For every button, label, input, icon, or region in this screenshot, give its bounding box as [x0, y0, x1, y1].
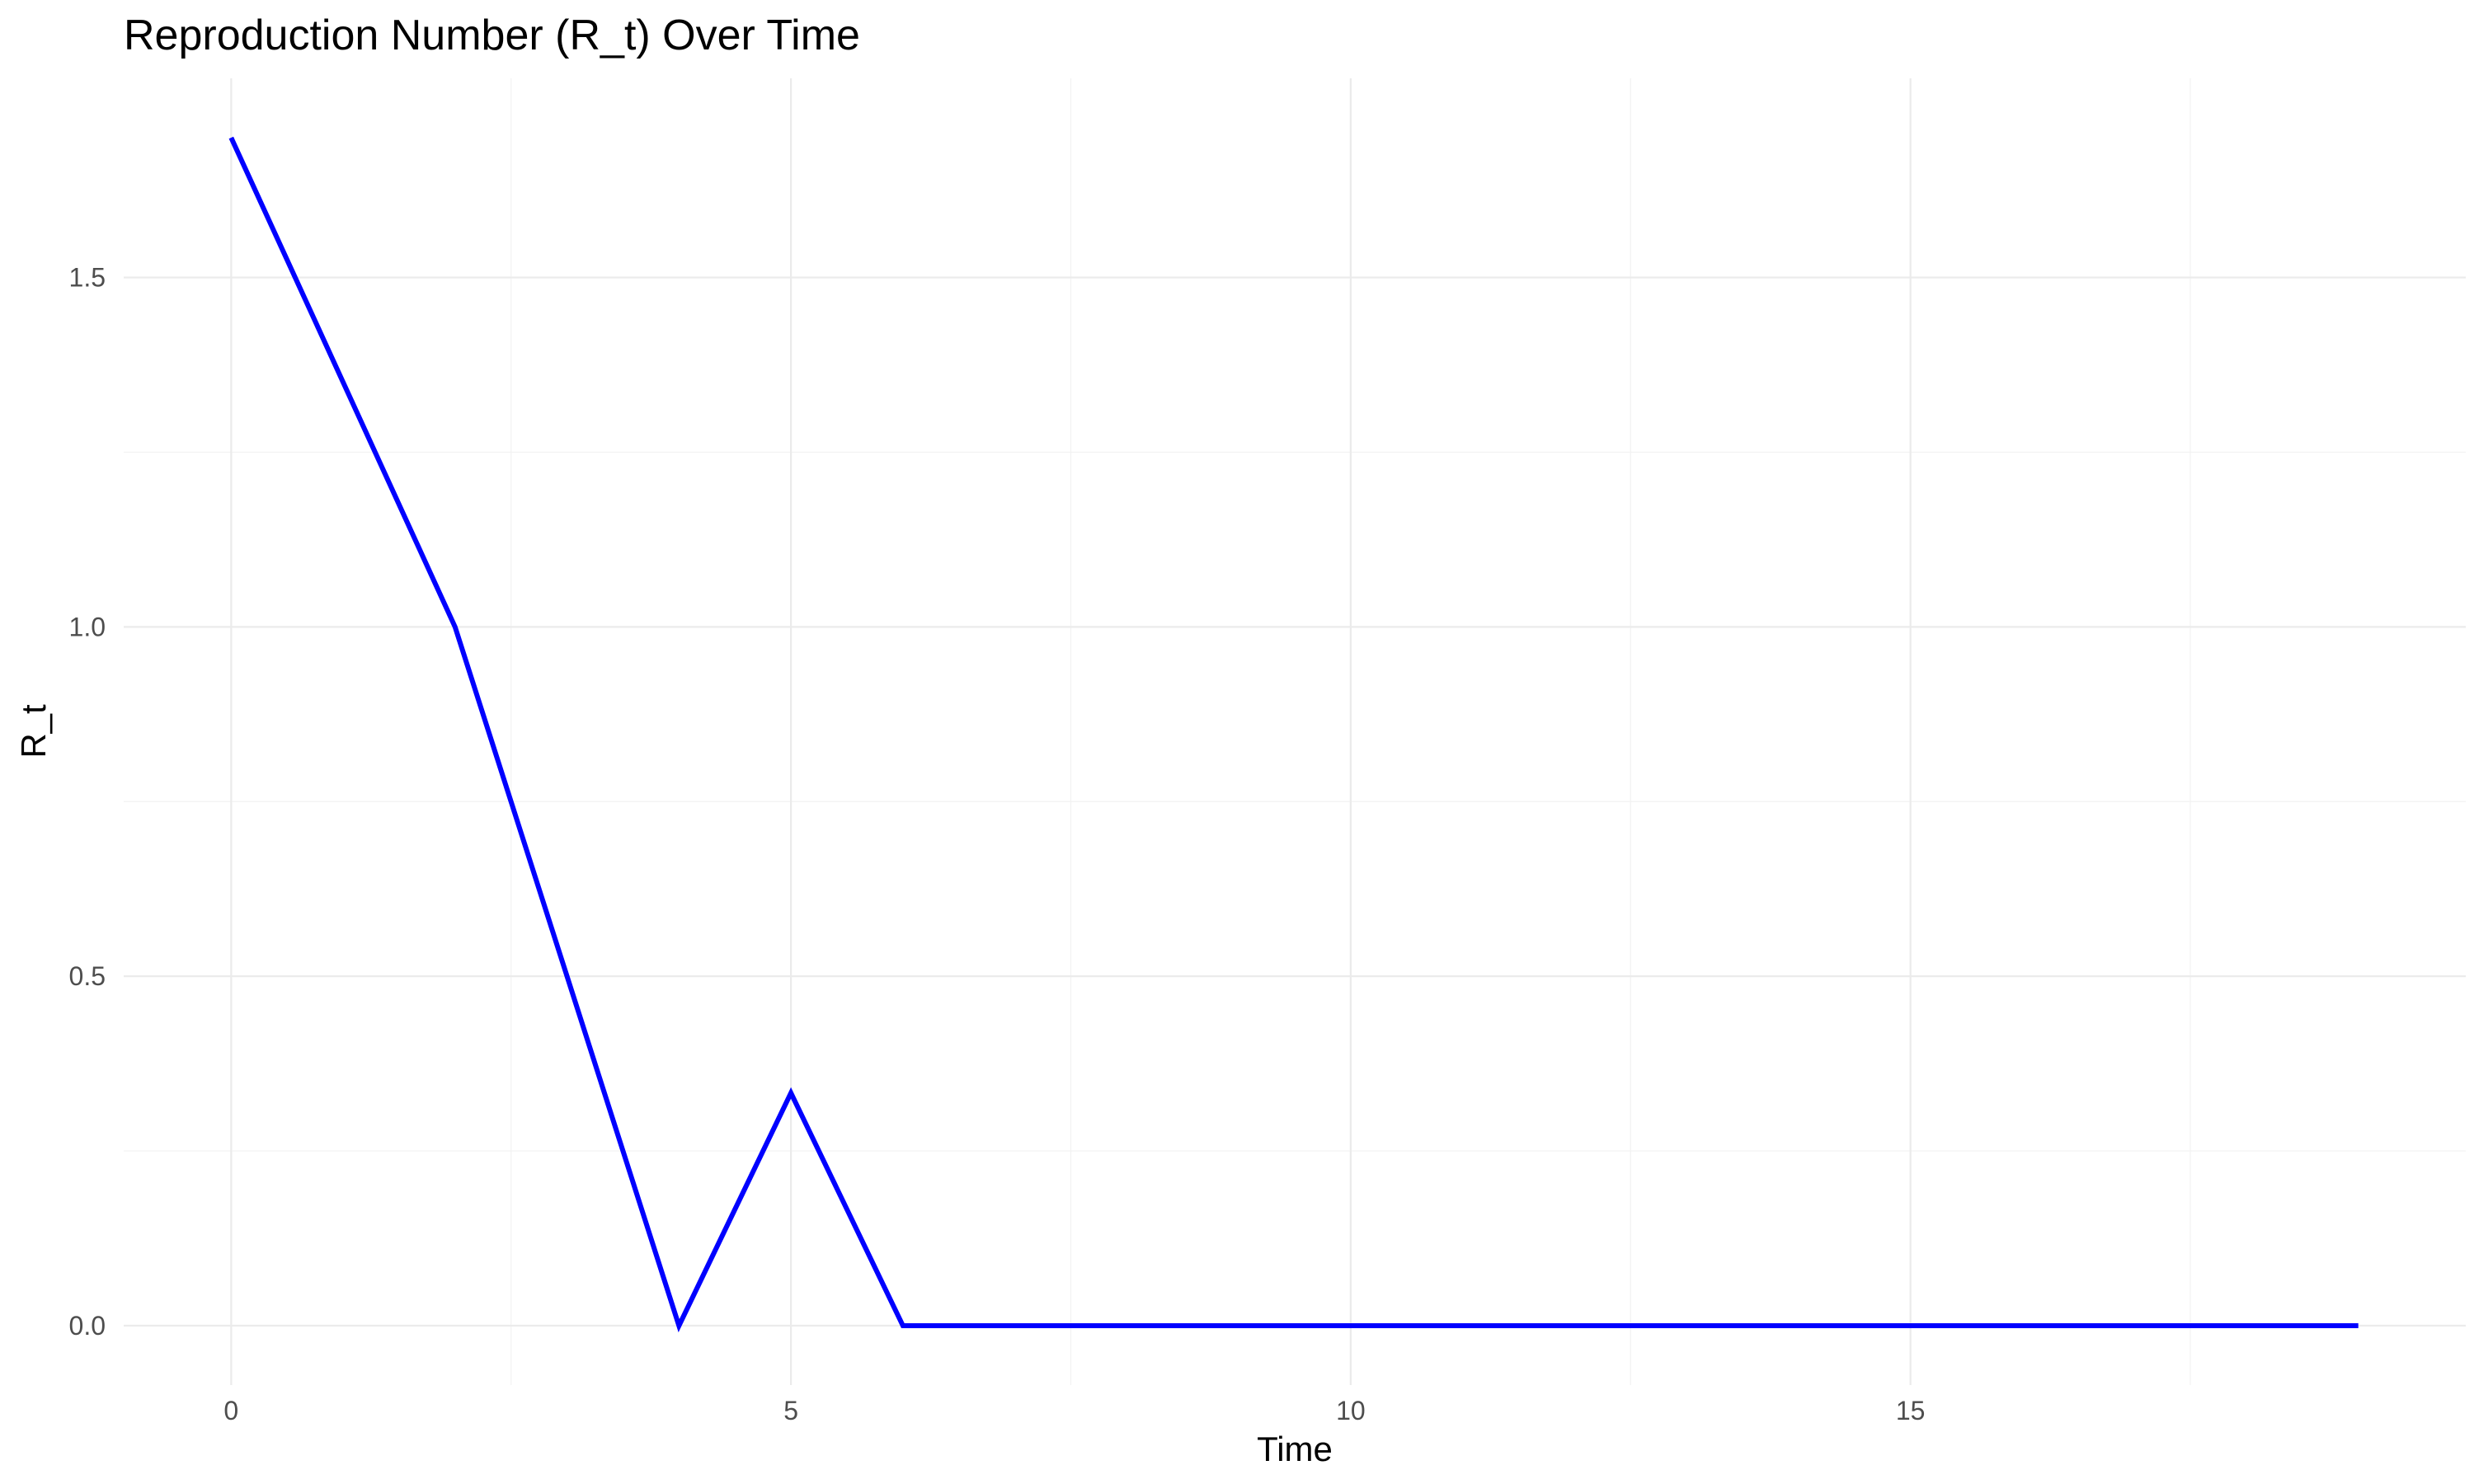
x-tick-label: 10 — [1336, 1396, 1366, 1425]
x-tick-label: 5 — [783, 1396, 798, 1425]
series-line — [228, 136, 2359, 1333]
chart-title: Reproduction Number (R_t) Over Time — [124, 12, 860, 59]
y-axis-title: R_t — [14, 704, 53, 758]
x-axis-ticks: 0 5 10 15 — [223, 1396, 1925, 1425]
x-axis-title: Time — [1257, 1430, 1333, 1468]
y-tick-label: 0.0 — [69, 1311, 106, 1341]
x-tick-label: 0 — [223, 1396, 238, 1425]
x-tick-label: 15 — [1896, 1396, 1926, 1425]
y-tick-label: 1.5 — [69, 263, 106, 293]
series-layer — [228, 136, 2359, 1333]
y-axis-ticks: 0.0 0.5 1.0 1.5 — [69, 263, 106, 1341]
y-tick-label: 1.0 — [69, 612, 106, 641]
y-tick-label: 0.5 — [69, 961, 106, 991]
gridlines — [124, 78, 2466, 1385]
